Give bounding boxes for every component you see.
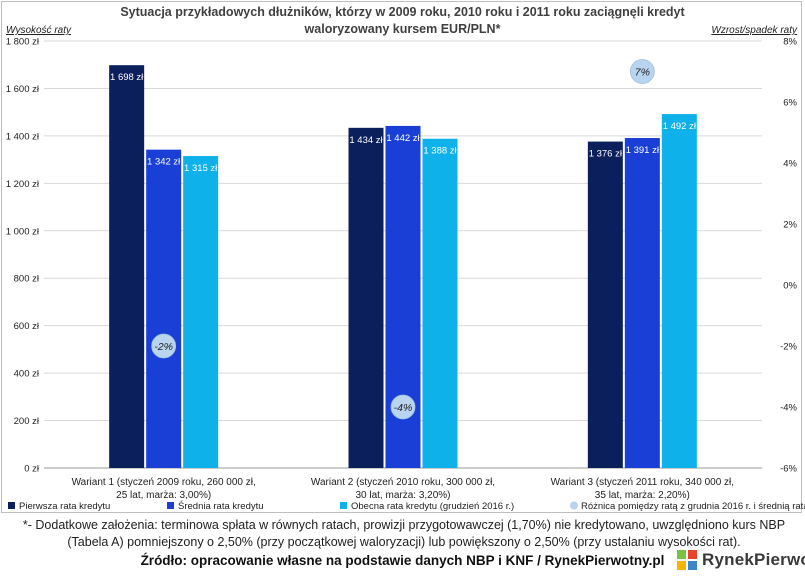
bar-value-label: 1 442 zł: [386, 133, 420, 144]
bar-current-rate: [422, 138, 458, 469]
legend-swatch: [340, 502, 347, 509]
category-label: Wariant 2 (styczeń 2010 roku, 300 000 zł…: [311, 477, 495, 488]
bar-average-rate: [624, 138, 660, 468]
legend-swatch: [570, 501, 578, 510]
bar-first-rate: [109, 65, 145, 469]
chart-title-line-2: waloryzowany kursem EUR/PLN*: [304, 22, 501, 36]
chart-title: Sytuacja przykładowych dłużników, którzy…: [0, 4, 805, 38]
legend-label: Obecna rata kredytu (grudzień 2016 r.): [351, 501, 514, 512]
category-label: 30 lat, marża: 3,20%): [355, 490, 450, 501]
bar-value-label: 1 376 zł: [589, 149, 623, 160]
left-tick-label: 400 zł: [14, 369, 40, 380]
source-note: Źródło: opracowanie własne na podstawie …: [140, 553, 665, 568]
legend-label: Średnia rata kredytu: [178, 500, 264, 512]
right-tick-label: 2%: [783, 220, 797, 231]
difference-bubble: [629, 59, 655, 84]
bar-value-label: 1 492 zł: [663, 121, 697, 132]
category-label: 35 lat, marża: 2,20%): [595, 490, 690, 501]
left-tick-label: 600 zł: [14, 321, 40, 332]
right-tick-label: -4%: [780, 403, 797, 414]
left-tick-label: 1 000 zł: [6, 226, 40, 237]
right-tick-label: 8%: [783, 37, 797, 48]
bar-first-rate: [587, 141, 623, 469]
left-axis-title: Wysokość raty: [6, 25, 72, 36]
chart-title-line-1: Sytuacja przykładowych dłużników, którzy…: [120, 5, 685, 19]
left-tick-label: 1 400 zł: [6, 131, 40, 142]
bar-first-rate: [348, 127, 384, 468]
category-label: Wariant 3 (styczeń 2011 roku, 340 000 zł…: [551, 477, 734, 488]
left-tick-label: 1 800 zł: [6, 37, 40, 48]
left-tick-label: 1 600 zł: [6, 84, 40, 95]
right-tick-label: 0%: [783, 281, 797, 292]
bar-value-label: 1 342 zł: [147, 157, 181, 168]
bar-average-rate: [146, 149, 182, 469]
difference-bubble: [390, 394, 416, 420]
difference-label: -4%: [394, 402, 413, 414]
category-label: Wariant 1 (styczeń 2009 roku, 260 000 zł…: [72, 477, 256, 488]
bar-value-label: 1 698 zł: [110, 72, 144, 83]
left-tick-label: 1 200 zł: [6, 179, 40, 190]
bar-value-label: 1 388 zł: [423, 146, 457, 157]
left-tick-label: 200 zł: [14, 416, 40, 427]
difference-label: 7%: [635, 67, 650, 79]
right-tick-label: 4%: [783, 159, 797, 170]
footnote: *- Dodatkowe założenia: terminowa spłata…: [22, 518, 786, 549]
category-label: 25 lat, marża: 3,00%): [116, 490, 211, 501]
bar-value-label: 1 434 zł: [349, 135, 383, 146]
legend-swatch: [167, 502, 174, 509]
right-tick-label: -6%: [780, 464, 797, 475]
logo-text: RynekPierwotny: [702, 550, 805, 569]
difference-label: -2%: [154, 341, 173, 353]
right-tick-label: -2%: [780, 342, 797, 353]
brand-logo: RynekPierwotny: [676, 548, 805, 572]
bar-current-rate: [183, 156, 219, 468]
difference-bubble: [151, 333, 177, 359]
cube-logo-icon: [677, 550, 697, 570]
bar-chart: 0 zł 200 zł 400 zł 600 zł 800 zł 1 000 zł 1 20…: [6, 37, 805, 513]
left-tick-label: 0 zł: [24, 464, 40, 475]
bar-value-label: 1 315 zł: [184, 163, 218, 174]
bar-value-label: 1 391 zł: [626, 145, 660, 156]
right-tick-label: 6%: [783, 98, 797, 109]
left-tick-label: 800 zł: [14, 274, 40, 285]
legend-swatch: [8, 502, 15, 509]
bar-current-rate: [661, 114, 697, 468]
right-axis-title: Wzrost/spadek raty: [711, 25, 797, 36]
legend-label: Pierwsza rata kredytu: [19, 501, 110, 512]
legend-label: Różnica pomiędzy ratą z grudnia 2016 r. …: [581, 501, 805, 512]
